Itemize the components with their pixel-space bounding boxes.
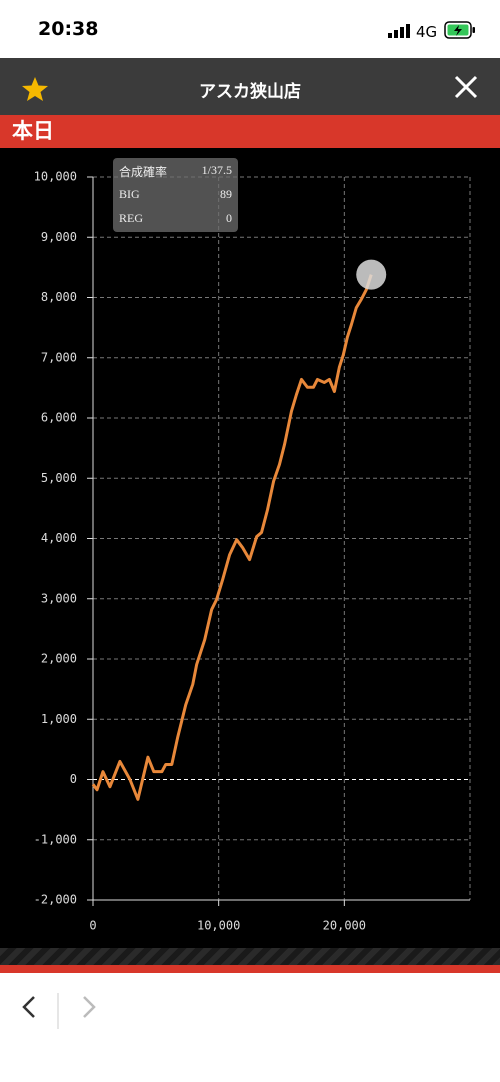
stats-row: REG 0	[119, 211, 232, 226]
stats-label: 合成確率	[119, 165, 168, 179]
y-tick-label: 7,000	[41, 350, 77, 364]
chart: -2,000 -1,000 0 1,000 2,000 3,000 4,000 5,000 6,…	[34, 170, 471, 933]
close-button[interactable]	[454, 75, 478, 99]
x-tick-label: 10,000	[197, 919, 240, 933]
time: 20:38	[38, 18, 99, 40]
header-title: アスカ狭山店	[199, 82, 301, 102]
stats-box: 合成確率 1/37.5 BIG 89 REG 0	[113, 158, 238, 232]
y-tick-label: 6,000	[41, 411, 77, 425]
y-tick-label: 4,000	[41, 531, 77, 545]
forward-button[interactable]	[83, 996, 96, 1018]
y-tick-label: -2,000	[34, 893, 77, 907]
section-title: 本日	[12, 118, 54, 143]
section-header: 本日	[0, 115, 500, 148]
favorite-button[interactable]	[21, 76, 49, 102]
stats-value: 0	[226, 211, 232, 225]
y-tick-label: 1,000	[41, 712, 77, 726]
stats-row: BIG 89	[119, 187, 232, 202]
decor-line	[0, 965, 500, 973]
stats-label: REG	[119, 211, 143, 225]
stats-row: 合成確率 1/37.5	[119, 163, 232, 180]
network: 4G	[416, 23, 438, 41]
header: アスカ狭山店	[0, 58, 500, 115]
status-bar: 20:38 4G	[0, 0, 500, 58]
signal-icon	[388, 24, 410, 38]
y-tick-label: -1,000	[34, 832, 77, 846]
y-tick-label: 9,000	[41, 230, 77, 244]
x-tick-label: 20,000	[323, 919, 366, 933]
y-tick-label: 2,000	[41, 652, 77, 666]
decor-strip	[0, 948, 500, 965]
stats-label: BIG	[119, 187, 140, 201]
nav-buttons	[22, 993, 96, 1029]
y-tick-label: 8,000	[41, 290, 77, 304]
browser-nav	[0, 973, 500, 1082]
y-tick-label: 5,000	[41, 471, 77, 485]
y-tick-label: 3,000	[41, 591, 77, 605]
x-tick-label: 0	[89, 919, 96, 933]
y-tick-label: 0	[70, 772, 77, 786]
back-button[interactable]	[22, 996, 35, 1018]
y-tick-label: 10,000	[34, 170, 77, 184]
data-line	[91, 274, 373, 801]
end-marker	[356, 259, 387, 290]
stats-value: 89	[220, 187, 232, 201]
battery-icon	[444, 21, 475, 39]
stats-value: 1/37.5	[201, 163, 232, 177]
chart-area: -2,000 -1,000 0 1,000 2,000 3,000 4,000 5,000 6,…	[0, 148, 500, 948]
